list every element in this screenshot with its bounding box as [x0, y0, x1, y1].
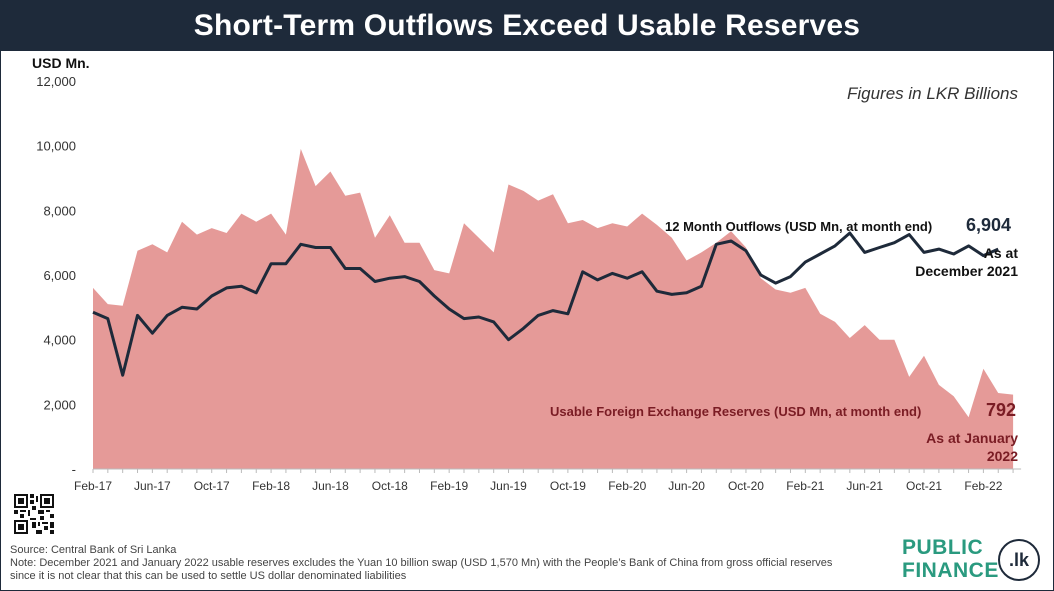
y-tick-label: 12,000: [36, 74, 76, 89]
source-note: Source: Central Bank of Sri Lanka: [10, 544, 177, 556]
reserves-as-at-line1: As at January: [926, 430, 1018, 446]
outflow-as-at: As at December 2021: [868, 244, 1018, 280]
x-tick-label: Feb-18: [252, 479, 290, 493]
reserves-area-series: [93, 148, 1014, 469]
y-tick-label: 10,000: [36, 139, 76, 154]
x-tick-label: Feb-22: [964, 479, 1002, 493]
footnote-line-1: Note: December 2021 and January 2022 usa…: [10, 557, 833, 569]
x-tick-label: Feb-21: [786, 479, 824, 493]
outflow-series-label: 12 Month Outflows (USD Mn, at month end): [665, 219, 933, 234]
y-tick-label: 8,000: [43, 203, 76, 218]
chart-title: Short-Term Outflows Exceed Usable Reserv…: [1, 1, 1053, 51]
y-tick-label: 2,000: [43, 397, 76, 412]
y-tick-label: 4,000: [43, 333, 76, 348]
y-tick-label: -: [72, 462, 76, 477]
x-tick-label: Jun-19: [490, 479, 527, 493]
x-tick-label: Jun-21: [846, 479, 883, 493]
y-tick-label: 6,000: [43, 268, 76, 283]
footnote-line-2: since it is not clear that this can be u…: [10, 570, 407, 582]
reserves-as-at: As at January 2022: [868, 429, 1018, 465]
qr-code-icon[interactable]: [14, 494, 54, 534]
reserves-as-at-line2: 2022: [986, 448, 1018, 464]
figures-note: Figures in LKR Billions: [846, 84, 1018, 103]
outflow-as-at-line1: As at: [983, 245, 1018, 261]
x-tick-label: Feb-17: [74, 479, 112, 493]
outflows-line-series: [92, 231, 999, 377]
outflow-as-at-line2: December 2021: [915, 263, 1018, 279]
x-tick-label: Jun-17: [134, 479, 171, 493]
x-tick-label: Jun-20: [668, 479, 705, 493]
logo-line-1: PUBLIC: [902, 536, 984, 559]
logo-badge: .lk: [998, 539, 1040, 581]
x-tick-label: Feb-19: [430, 479, 468, 493]
chart-footer: Source: Central Bank of Sri Lanka Note: …: [10, 544, 890, 583]
x-tick-label: Oct-20: [728, 479, 764, 493]
logo-wordmark: PUBLIC FINANCE: [902, 536, 999, 582]
public-finance-logo[interactable]: PUBLIC FINANCE .lk: [902, 536, 1046, 586]
x-tick-label: Oct-18: [372, 479, 408, 493]
x-tick-label: Jun-18: [312, 479, 349, 493]
x-tick-label: Oct-21: [906, 479, 942, 493]
x-tick-label: Oct-19: [550, 479, 586, 493]
logo-line-2: FINANCE: [902, 559, 999, 582]
reserves-series-label: Usable Foreign Exchange Reserves (USD Mn…: [550, 404, 922, 419]
outflow-latest-value: 6,904: [966, 215, 1012, 235]
y-axis-unit-label: USD Mn.: [32, 55, 90, 71]
reserves-latest-value: 792: [986, 400, 1017, 420]
x-tick-label: Feb-20: [608, 479, 646, 493]
x-tick-label: Oct-17: [194, 479, 230, 493]
